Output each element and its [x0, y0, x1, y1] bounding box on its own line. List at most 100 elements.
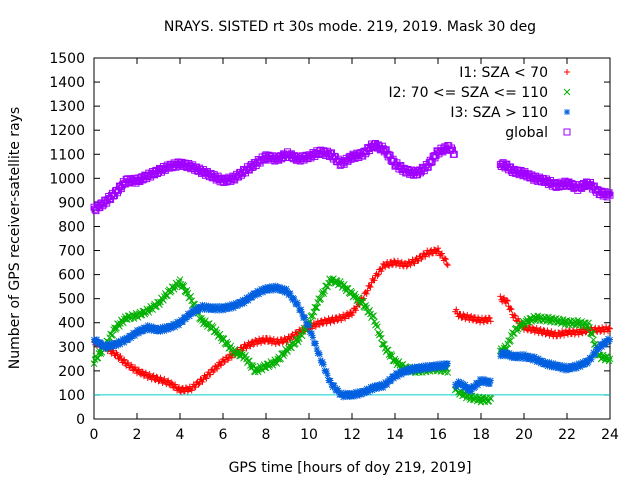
data-point	[370, 312, 377, 320]
data-point	[374, 323, 381, 331]
data-point	[323, 367, 330, 374]
data-point	[234, 348, 242, 356]
data-point	[604, 190, 612, 198]
data-point	[250, 341, 257, 348]
data-point	[603, 323, 610, 330]
data-point	[164, 378, 171, 385]
data-point	[362, 302, 370, 309]
y-tick-label: 900	[58, 195, 85, 211]
legend-marker	[563, 88, 571, 96]
data-point	[324, 372, 331, 379]
y-axis-label: Number of GPS receiver-satellite rays	[7, 107, 23, 369]
data-point	[90, 360, 98, 368]
data-point	[117, 353, 124, 360]
data-point	[438, 250, 445, 257]
y-tick-label: 300	[58, 340, 85, 356]
series-3	[90, 139, 614, 215]
data-point	[375, 329, 382, 337]
data-point	[336, 278, 344, 285]
data-point	[376, 330, 384, 338]
data-point	[186, 313, 193, 320]
data-point	[338, 317, 345, 324]
data-point	[180, 282, 188, 290]
data-point	[352, 307, 359, 314]
legend-label: I1: SZA < 70	[459, 65, 548, 81]
y-tick-label: 500	[58, 292, 85, 308]
data-point	[211, 367, 218, 374]
legend: I1: SZA < 70 I2: 70 <= SZA <= 110 I3: SZA …	[388, 65, 571, 141]
data-point	[364, 287, 371, 294]
data-point	[366, 283, 373, 290]
data-point	[553, 318, 561, 326]
data-point	[153, 373, 160, 380]
data-point	[295, 302, 302, 309]
x-tick-label: 6	[219, 427, 228, 443]
data-point	[537, 326, 544, 333]
data-point	[607, 336, 613, 343]
data-point	[497, 293, 504, 300]
data-point	[579, 330, 586, 337]
data-point	[246, 342, 253, 349]
data-point	[124, 312, 132, 320]
data-point	[507, 305, 514, 312]
data-point	[453, 306, 460, 313]
y-tick-label: 1200	[49, 123, 85, 139]
data-point	[146, 370, 153, 377]
data-point	[586, 324, 593, 331]
data-point	[331, 318, 338, 325]
data-point	[218, 362, 225, 369]
x-tick-label: 16	[429, 427, 447, 443]
data-point	[375, 271, 382, 278]
data-point	[317, 295, 325, 303]
data-point	[371, 277, 378, 284]
data-point	[468, 312, 475, 319]
data-point	[196, 380, 203, 387]
y-tick-label: 1400	[49, 75, 85, 91]
data-point	[607, 325, 613, 332]
data-point	[606, 191, 614, 199]
data-point	[363, 290, 370, 297]
data-point	[312, 340, 319, 347]
y-tick-label: 100	[58, 388, 85, 404]
data-point	[519, 317, 527, 325]
x-tick-label: 18	[472, 427, 490, 443]
data-point	[132, 364, 139, 371]
data-point	[243, 345, 250, 352]
data-point	[217, 361, 224, 368]
data-point	[437, 251, 444, 258]
data-point	[114, 351, 121, 358]
data-point	[346, 313, 353, 320]
data-point	[444, 360, 451, 367]
data-point	[487, 318, 494, 325]
y-tick-label: 0	[76, 412, 85, 428]
data-point	[442, 256, 449, 263]
x-tick-label: 4	[176, 427, 185, 443]
data-point	[309, 334, 316, 341]
data-point	[177, 389, 184, 396]
series-0	[91, 245, 613, 396]
data-point	[386, 262, 393, 269]
x-tick-label: 14	[386, 427, 404, 443]
x-axis-label: GPS time [hours of doy 219, 2019]	[229, 460, 472, 476]
data-point	[407, 262, 414, 269]
data-point	[398, 258, 405, 265]
x-tick-label: 12	[343, 427, 361, 443]
y-tick-label: 700	[58, 244, 85, 260]
data-point	[313, 304, 321, 311]
data-point	[306, 322, 312, 329]
data-point	[448, 146, 456, 154]
data-point	[426, 251, 433, 258]
data-point	[182, 288, 190, 296]
data-point	[316, 321, 323, 328]
data-point	[344, 310, 351, 317]
data-point	[374, 272, 381, 279]
legend-label: global	[505, 125, 548, 141]
data-point	[435, 245, 441, 252]
data-point	[150, 372, 157, 379]
data-point	[564, 331, 571, 338]
data-point	[203, 375, 210, 382]
data-point	[109, 331, 116, 339]
data-point	[115, 320, 122, 328]
data-point	[350, 292, 358, 300]
data-point	[139, 368, 146, 375]
